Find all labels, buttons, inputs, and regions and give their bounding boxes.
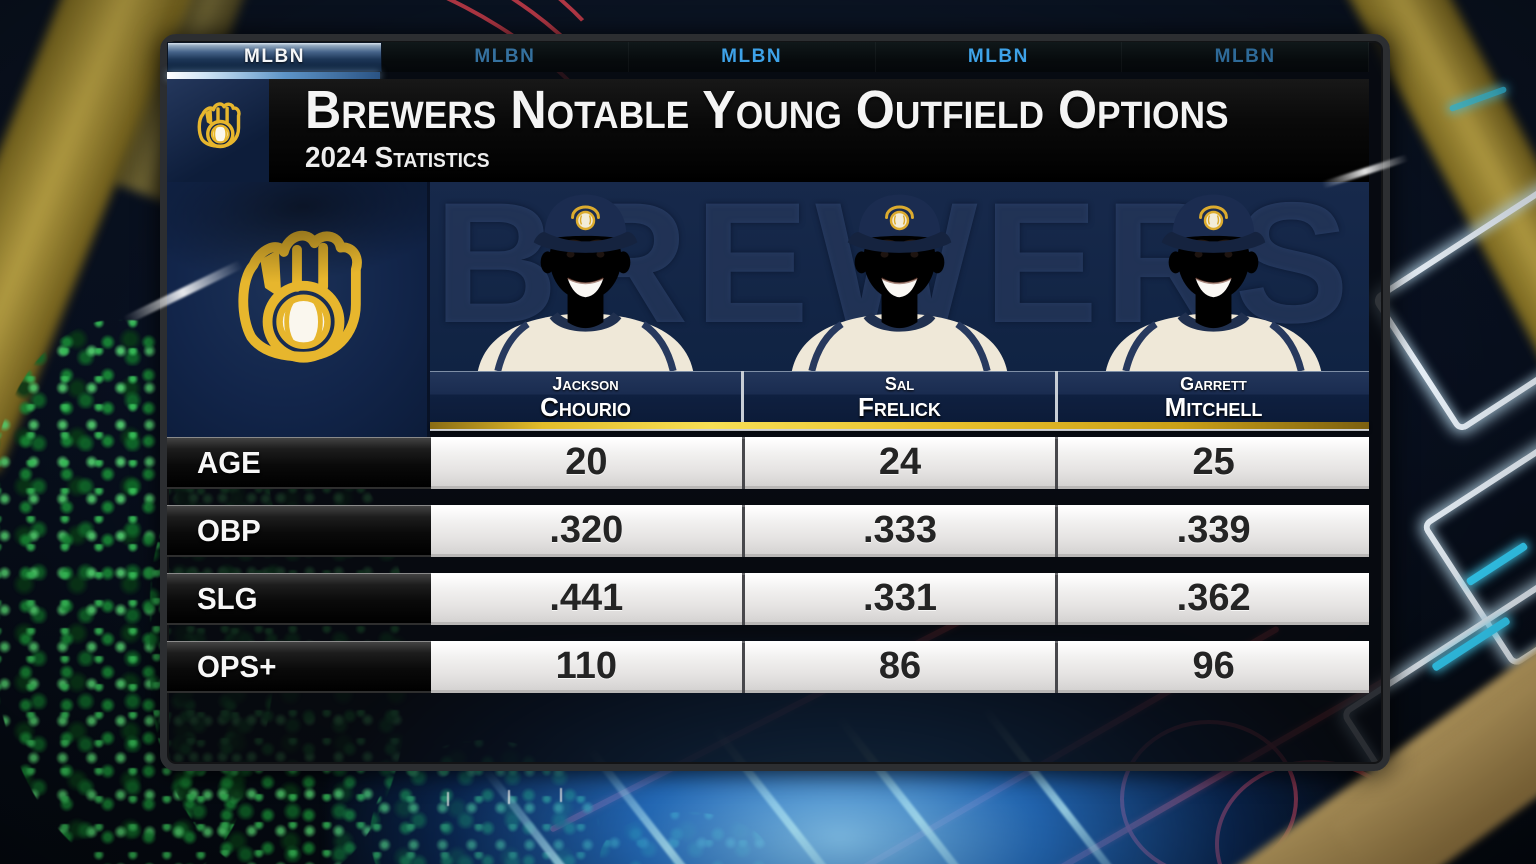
nameplate-row: Jackson Chourio Sal Frelick Garrett Mitc… — [430, 371, 1369, 422]
stat-value-chourio-slg: .441 — [431, 573, 742, 625]
player-last-name: Mitchell — [1164, 392, 1263, 422]
stat-value-frelick-slg: .331 — [744, 573, 1056, 625]
panel-title: Brewers Notable Young Outfield Options — [305, 80, 1229, 140]
tab-label: MLBN — [721, 46, 783, 67]
panel-subtitle: 2024 Statistics — [305, 142, 490, 174]
stat-label: AGE — [167, 437, 431, 489]
stat-value-frelick-age: 24 — [744, 437, 1056, 489]
tab-mlbn-5[interactable]: MLBN — [1122, 42, 1369, 72]
cell-divider — [741, 573, 745, 625]
tab-mlbn-3[interactable]: MLBN — [628, 42, 876, 72]
player-photos-strip: BREWERS — [430, 182, 1369, 371]
player-first-name: Garrett — [1180, 374, 1247, 394]
gold-underline-bar — [430, 422, 1369, 429]
stat-value-mitchell-age: 25 — [1058, 437, 1369, 489]
tab-label: MLBN — [967, 46, 1029, 67]
tab-label: MLBN — [244, 46, 305, 67]
ticker-mark — [508, 790, 510, 804]
player-avatar — [744, 182, 1055, 371]
stat-row-age: AGE 20 24 25 — [167, 437, 1369, 489]
player-last-name: Frelick — [858, 392, 941, 422]
players-area: BREWERS — [430, 182, 1369, 431]
stat-row-obp: OBP .320 .333 .339 — [167, 505, 1369, 557]
player-first-name: Jackson — [552, 374, 619, 394]
stats-panel: MLBN MLBN MLBN MLBN MLBN Brewers Notable… — [160, 34, 1390, 771]
tab-mlbn-1-selected[interactable]: MLBN — [167, 42, 382, 72]
player-photo-mitchell — [1058, 182, 1369, 371]
stat-value-mitchell-slg: .362 — [1058, 573, 1369, 625]
stat-value-chourio-ops-plus: 110 — [431, 641, 742, 693]
stat-value-chourio-obp: .320 — [431, 505, 742, 557]
cell-divider — [1055, 505, 1059, 557]
brewers-logo-large — [167, 182, 430, 437]
cell-divider — [741, 505, 745, 557]
player-avatar — [1058, 182, 1369, 371]
stat-row-ops-plus: OPS+ 110 86 96 — [167, 641, 1369, 693]
cell-divider — [1055, 573, 1059, 625]
stat-value-mitchell-ops-plus: 96 — [1058, 641, 1369, 693]
selected-tab-underline — [167, 72, 380, 79]
nameplate-frelick: Sal Frelick — [744, 371, 1055, 422]
cell-divider — [741, 437, 745, 489]
stat-value-chourio-age: 20 — [431, 437, 742, 489]
cell-divider — [1055, 437, 1059, 489]
player-avatar — [430, 182, 741, 371]
stat-value-frelick-ops-plus: 86 — [744, 641, 1056, 693]
panel-content: BREWERS — [167, 182, 1369, 750]
stat-label: OPS+ — [167, 641, 431, 693]
tab-mlbn-4[interactable]: MLBN — [875, 42, 1123, 72]
ticker-mark — [447, 792, 449, 806]
stat-label: SLG — [167, 573, 431, 625]
cell-divider — [741, 641, 745, 693]
stat-row-slg: SLG .441 .331 .362 — [167, 573, 1369, 625]
network-tab-bar: MLBN MLBN MLBN MLBN MLBN — [167, 42, 1369, 72]
brewers-logo-small — [167, 79, 269, 182]
brewers-ball-in-glove-icon — [197, 101, 241, 148]
stat-value-frelick-obp: .333 — [744, 505, 1056, 557]
panel-header: Brewers Notable Young Outfield Options 2… — [167, 79, 1369, 182]
nameplate-mitchell: Garrett Mitchell — [1058, 371, 1369, 422]
tab-mlbn-2[interactable]: MLBN — [382, 42, 629, 72]
player-last-name: Chourio — [540, 392, 631, 422]
brewers-ball-in-glove-icon — [188, 204, 406, 422]
player-photo-chourio — [430, 182, 741, 371]
player-first-name: Sal — [884, 374, 915, 394]
nameplate-divider — [1055, 371, 1058, 422]
ticker-mark — [560, 788, 562, 802]
gold-underline-edge — [430, 429, 1369, 431]
stat-value-mitchell-obp: .339 — [1058, 505, 1369, 557]
cell-divider — [1055, 641, 1059, 693]
tab-label: MLBN — [474, 46, 536, 67]
header-text-block: Brewers Notable Young Outfield Options 2… — [269, 79, 1369, 182]
tab-label: MLBN — [1214, 46, 1276, 67]
nameplate-chourio: Jackson Chourio — [430, 371, 741, 422]
nameplate-divider — [741, 371, 744, 422]
stat-label: OBP — [167, 505, 431, 557]
player-photo-frelick — [744, 182, 1055, 371]
